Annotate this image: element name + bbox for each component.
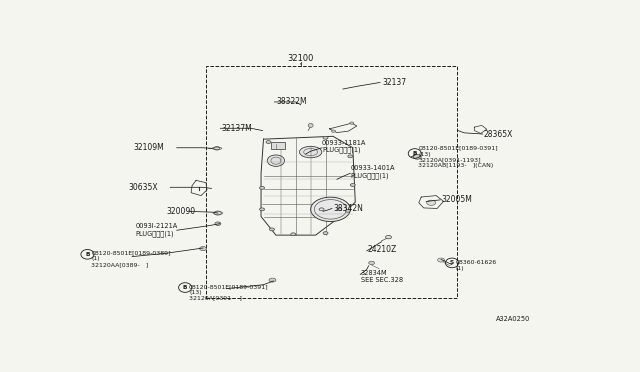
- Text: 32137M: 32137M: [221, 124, 252, 133]
- Text: B: B: [183, 285, 188, 290]
- Ellipse shape: [346, 209, 350, 212]
- Text: B: B: [413, 151, 417, 156]
- Text: 08360-61626
(1): 08360-61626 (1): [456, 260, 497, 270]
- Ellipse shape: [215, 222, 221, 225]
- Ellipse shape: [260, 208, 264, 211]
- Text: 32137: 32137: [383, 78, 406, 87]
- Text: 0093I-2121A
PLUGプラグ(1): 0093I-2121A PLUGプラグ(1): [136, 224, 178, 237]
- Ellipse shape: [350, 122, 354, 124]
- Text: 30635X: 30635X: [129, 183, 158, 192]
- Ellipse shape: [300, 146, 322, 158]
- Bar: [271, 142, 285, 149]
- Ellipse shape: [214, 211, 221, 215]
- Ellipse shape: [332, 130, 335, 132]
- Text: 24210Z: 24210Z: [367, 245, 397, 254]
- Ellipse shape: [291, 233, 296, 236]
- Ellipse shape: [350, 183, 355, 186]
- Ellipse shape: [385, 235, 392, 239]
- Ellipse shape: [323, 232, 328, 235]
- Text: 08120-8501E[0189-0391]
(13)
32120A[0391-   ]: 08120-8501E[0189-0391] (13) 32120A[0391-…: [189, 284, 269, 301]
- Text: 32005M: 32005M: [441, 195, 472, 204]
- Text: 32100: 32100: [287, 54, 314, 63]
- Ellipse shape: [348, 155, 353, 158]
- Ellipse shape: [438, 258, 445, 262]
- Ellipse shape: [413, 155, 421, 159]
- Bar: [207, 66, 457, 298]
- Ellipse shape: [268, 155, 285, 166]
- Ellipse shape: [427, 200, 436, 205]
- Text: 08120-8501E[0189-0389]
(1)
32120AA[0389-   ]: 08120-8501E[0189-0389] (1) 32120AA[0389-…: [92, 250, 171, 267]
- Ellipse shape: [369, 261, 374, 264]
- Ellipse shape: [260, 186, 264, 189]
- Text: 00933-1401A
PLUGプラグ(1): 00933-1401A PLUGプラグ(1): [350, 165, 395, 179]
- Text: 320090: 320090: [166, 207, 195, 216]
- Text: 08120-8501E[0189-0391]
(13)
32120A[0391-1193]
32120AB[1193-   ](CAN): 08120-8501E[0189-0391] (13) 32120A[0391-…: [419, 146, 498, 168]
- Text: 32834M
SEE SEC.328: 32834M SEE SEC.328: [361, 270, 403, 283]
- Text: 28365X: 28365X: [483, 129, 513, 138]
- Ellipse shape: [323, 136, 328, 139]
- Text: 32109M: 32109M: [134, 143, 164, 152]
- Ellipse shape: [266, 141, 271, 144]
- Text: S: S: [450, 260, 454, 265]
- Text: 38342N: 38342N: [333, 204, 363, 213]
- Ellipse shape: [269, 228, 275, 231]
- Ellipse shape: [308, 124, 313, 128]
- Text: A32A0250: A32A0250: [495, 316, 530, 322]
- Ellipse shape: [269, 278, 276, 282]
- Ellipse shape: [200, 247, 207, 251]
- Text: 00933-1181A
PLUGプラグ(1): 00933-1181A PLUGプラグ(1): [322, 140, 367, 153]
- Ellipse shape: [214, 147, 220, 150]
- Text: 38322M: 38322M: [276, 97, 307, 106]
- Text: B: B: [85, 252, 90, 257]
- Ellipse shape: [310, 197, 350, 221]
